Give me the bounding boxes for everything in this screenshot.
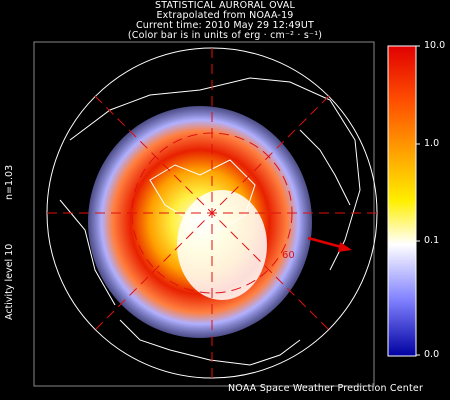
current-time: Current time: 2010 May 29 12:49UT: [135, 20, 315, 31]
latitude-label-60: 60: [282, 250, 295, 261]
polar-cap: [177, 190, 267, 300]
colorbar-tick-0-1: 0.1: [424, 235, 440, 246]
sun-direction-arrow: [307, 236, 352, 252]
n-value-label: n=1.03: [4, 164, 15, 200]
coastline-south: [119, 319, 301, 366]
title: STATISTICAL AURORAL OVAL: [155, 0, 295, 11]
colorbar-tick-0: 0.0: [424, 349, 440, 360]
colorbar-tick-1: 1.0: [424, 138, 440, 149]
colorbar-tick-10: 10.0: [424, 40, 446, 51]
credit-text: NOAA Space Weather Prediction Center: [228, 383, 424, 394]
colorbar-ticks: [416, 45, 420, 356]
units-note: (Color bar is in units of erg · cm⁻² · s…: [127, 30, 323, 41]
meridian-diagonal-2: [94, 95, 330, 331]
colorbar: [387, 45, 417, 357]
coastline-north: [69, 77, 361, 271]
plot-frame: [33, 41, 375, 387]
coastline-west: [59, 199, 116, 306]
source-line: Extrapolated from NOAA-19: [156, 10, 294, 21]
coastline-east: [299, 129, 351, 206]
activity-level-label: Activity level 10: [4, 243, 15, 320]
coordinate-grid: [47, 48, 377, 378]
latitude-circle-60: [131, 132, 293, 294]
